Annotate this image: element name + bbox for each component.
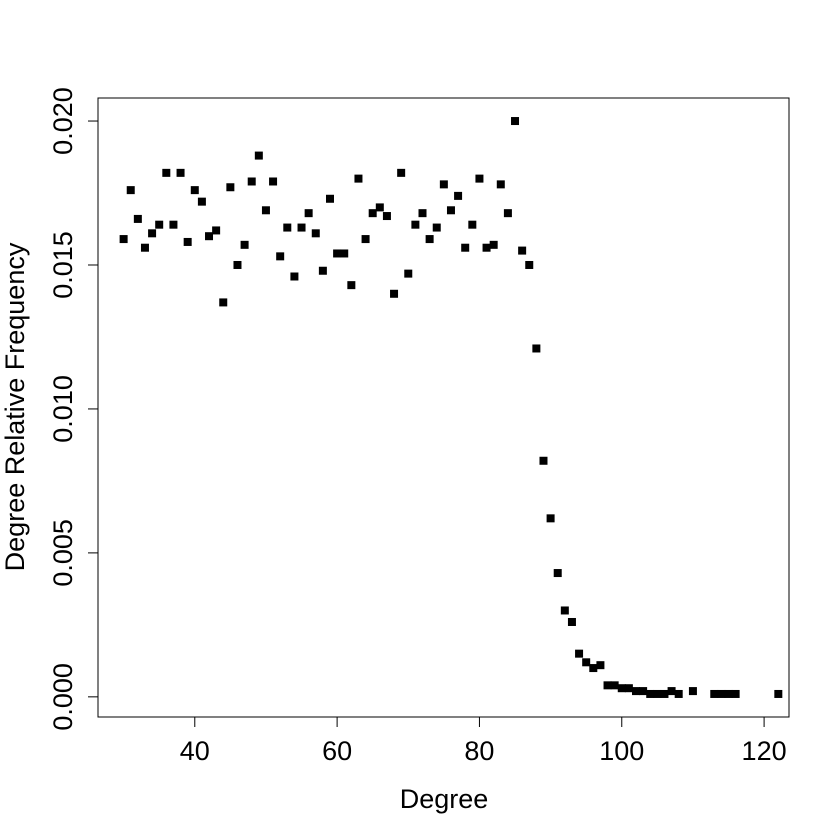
point: [169, 220, 178, 229]
y-tick-label: 0.005: [48, 519, 78, 587]
point: [254, 151, 263, 160]
point: [710, 689, 719, 698]
point: [688, 687, 697, 696]
point: [489, 240, 498, 249]
point: [617, 684, 626, 693]
point: [397, 168, 406, 177]
point: [482, 243, 491, 252]
point: [589, 664, 598, 673]
x-tick-label: 40: [180, 736, 210, 766]
y-tick-label: 0.015: [48, 231, 78, 299]
point: [283, 223, 292, 232]
point: [774, 689, 783, 698]
point: [354, 174, 363, 183]
point: [439, 180, 448, 189]
point: [133, 214, 142, 223]
point: [603, 681, 612, 690]
point: [432, 223, 441, 232]
point: [660, 689, 669, 698]
point: [461, 243, 470, 252]
point: [553, 569, 562, 578]
point: [269, 177, 278, 186]
point: [390, 289, 399, 298]
point: [503, 209, 512, 218]
point: [183, 237, 192, 246]
point: [653, 689, 662, 698]
point: [525, 260, 534, 269]
point: [347, 281, 356, 290]
point: [596, 661, 605, 670]
point: [639, 687, 648, 696]
point: [276, 252, 285, 261]
point: [532, 344, 541, 353]
point: [162, 168, 171, 177]
point: [155, 220, 164, 229]
point: [582, 658, 591, 667]
plot-frame: [97, 97, 790, 718]
point: [340, 249, 349, 258]
point: [496, 180, 505, 189]
point: [382, 212, 391, 221]
point: [546, 514, 555, 523]
x-tick-label: 120: [742, 736, 787, 766]
point: [212, 226, 221, 235]
point: [475, 174, 484, 183]
point: [454, 191, 463, 200]
point: [311, 229, 320, 238]
point: [667, 687, 676, 696]
point: [297, 223, 306, 232]
x-tick-label: 60: [322, 736, 352, 766]
point: [418, 209, 427, 218]
point: [717, 689, 726, 698]
point: [247, 177, 256, 186]
point: [119, 235, 128, 244]
point: [624, 684, 633, 693]
point: [646, 689, 655, 698]
point: [190, 186, 199, 195]
point: [575, 649, 584, 658]
point: [567, 617, 576, 626]
point: [140, 243, 149, 252]
point: [404, 269, 413, 278]
point: [126, 186, 135, 195]
point: [731, 689, 740, 698]
x-tick-label: 80: [464, 736, 494, 766]
point: [233, 260, 242, 269]
point: [425, 235, 434, 244]
point: [560, 606, 569, 615]
y-tick-label: 0.010: [48, 375, 78, 443]
point: [148, 229, 157, 238]
point: [375, 203, 384, 212]
point: [240, 240, 249, 249]
point: [176, 168, 185, 177]
point: [219, 298, 228, 307]
x-axis-title: Degree: [400, 784, 489, 814]
point: [518, 246, 527, 255]
point: [724, 689, 733, 698]
point: [361, 235, 370, 244]
x-tick-label: 100: [599, 736, 644, 766]
point: [368, 209, 377, 218]
point: [446, 206, 455, 215]
point: [261, 206, 270, 215]
point: [539, 456, 548, 465]
point: [290, 272, 299, 281]
point: [411, 220, 420, 229]
point: [226, 183, 235, 192]
point: [511, 117, 520, 126]
point: [468, 220, 477, 229]
point: [325, 194, 334, 203]
y-tick-label: 0.000: [48, 663, 78, 731]
y-axis-title: Degree Relative Frequency: [0, 242, 30, 571]
point: [610, 681, 619, 690]
point: [631, 687, 640, 696]
point: [304, 209, 313, 218]
point: [333, 249, 342, 258]
point: [205, 232, 214, 241]
point: [674, 689, 683, 698]
point: [197, 197, 206, 206]
point: [318, 266, 327, 275]
y-tick-label: 0.020: [48, 87, 78, 155]
